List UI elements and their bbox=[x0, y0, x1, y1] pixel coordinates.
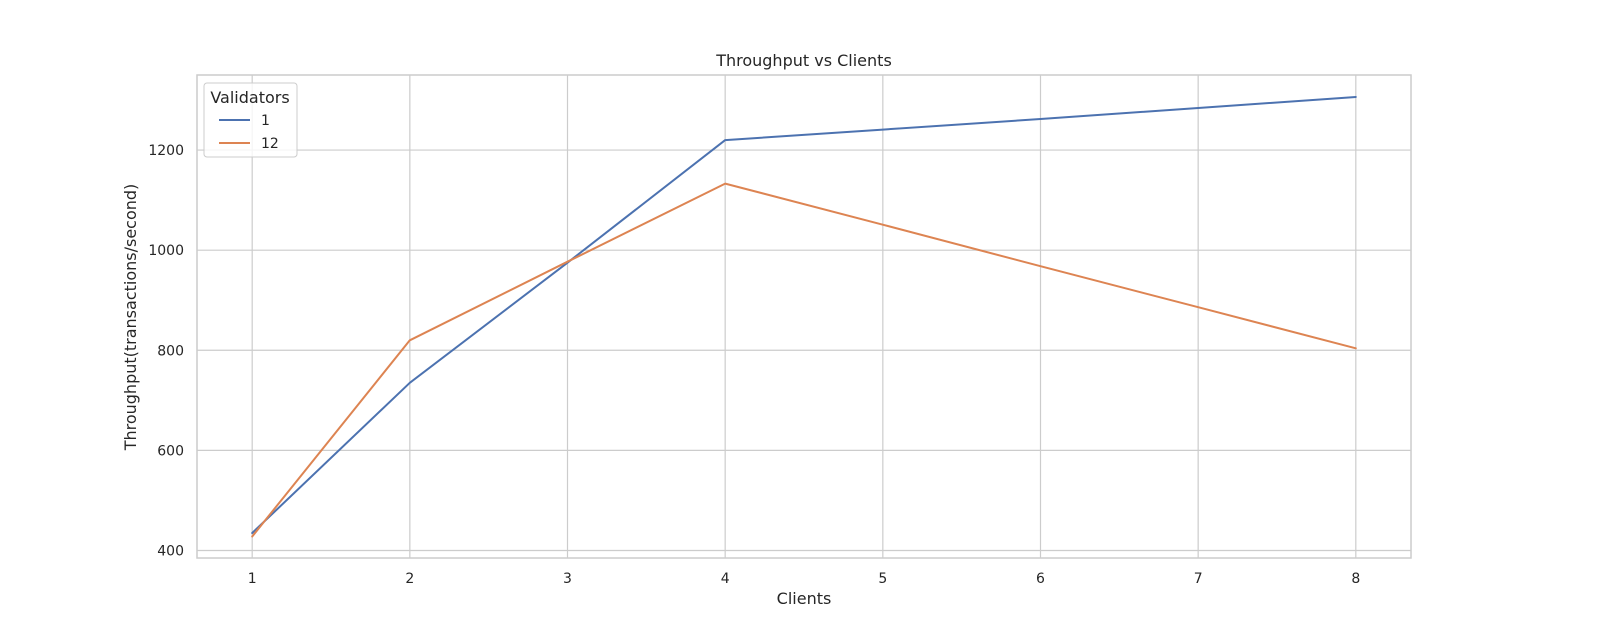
x-tick-label: 5 bbox=[878, 571, 887, 587]
y-tick-label: 800 bbox=[157, 343, 184, 359]
x-tick-label: 8 bbox=[1351, 571, 1360, 587]
legend: Validators 112 bbox=[203, 82, 298, 158]
legend-label: 1 bbox=[261, 113, 270, 129]
x-tick-label: 2 bbox=[405, 571, 414, 587]
x-tick-label: 3 bbox=[563, 571, 572, 587]
legend-entries: 112 bbox=[219, 113, 279, 152]
y-tick-label: 1200 bbox=[148, 143, 184, 159]
y-tick-label: 600 bbox=[157, 443, 184, 459]
plot-frame bbox=[196, 74, 1412, 559]
y-tick-label: 400 bbox=[157, 543, 184, 559]
series-line-12 bbox=[251, 182, 1357, 538]
series-layer bbox=[251, 96, 1357, 538]
y-tick-labels: 400 600 800 1000 1200 bbox=[148, 143, 184, 559]
x-tick-label: 6 bbox=[1036, 571, 1045, 587]
grid bbox=[197, 75, 1411, 558]
x-tick-labels: 1 2 3 4 5 6 7 8 bbox=[248, 571, 1361, 587]
y-tick-label: 1000 bbox=[148, 243, 184, 259]
legend-box bbox=[203, 82, 298, 158]
legend-title: Validators bbox=[210, 88, 289, 107]
series-line-1 bbox=[251, 96, 1357, 534]
chart-title: Throughput vs Clients bbox=[715, 51, 892, 70]
x-tick-label: 4 bbox=[721, 571, 730, 587]
legend-label: 12 bbox=[261, 136, 279, 152]
x-tick-label: 1 bbox=[248, 571, 257, 587]
x-axis-label: Clients bbox=[777, 589, 832, 608]
y-axis-label: Throughput(transactions/second) bbox=[121, 184, 140, 452]
x-tick-label: 7 bbox=[1194, 571, 1203, 587]
